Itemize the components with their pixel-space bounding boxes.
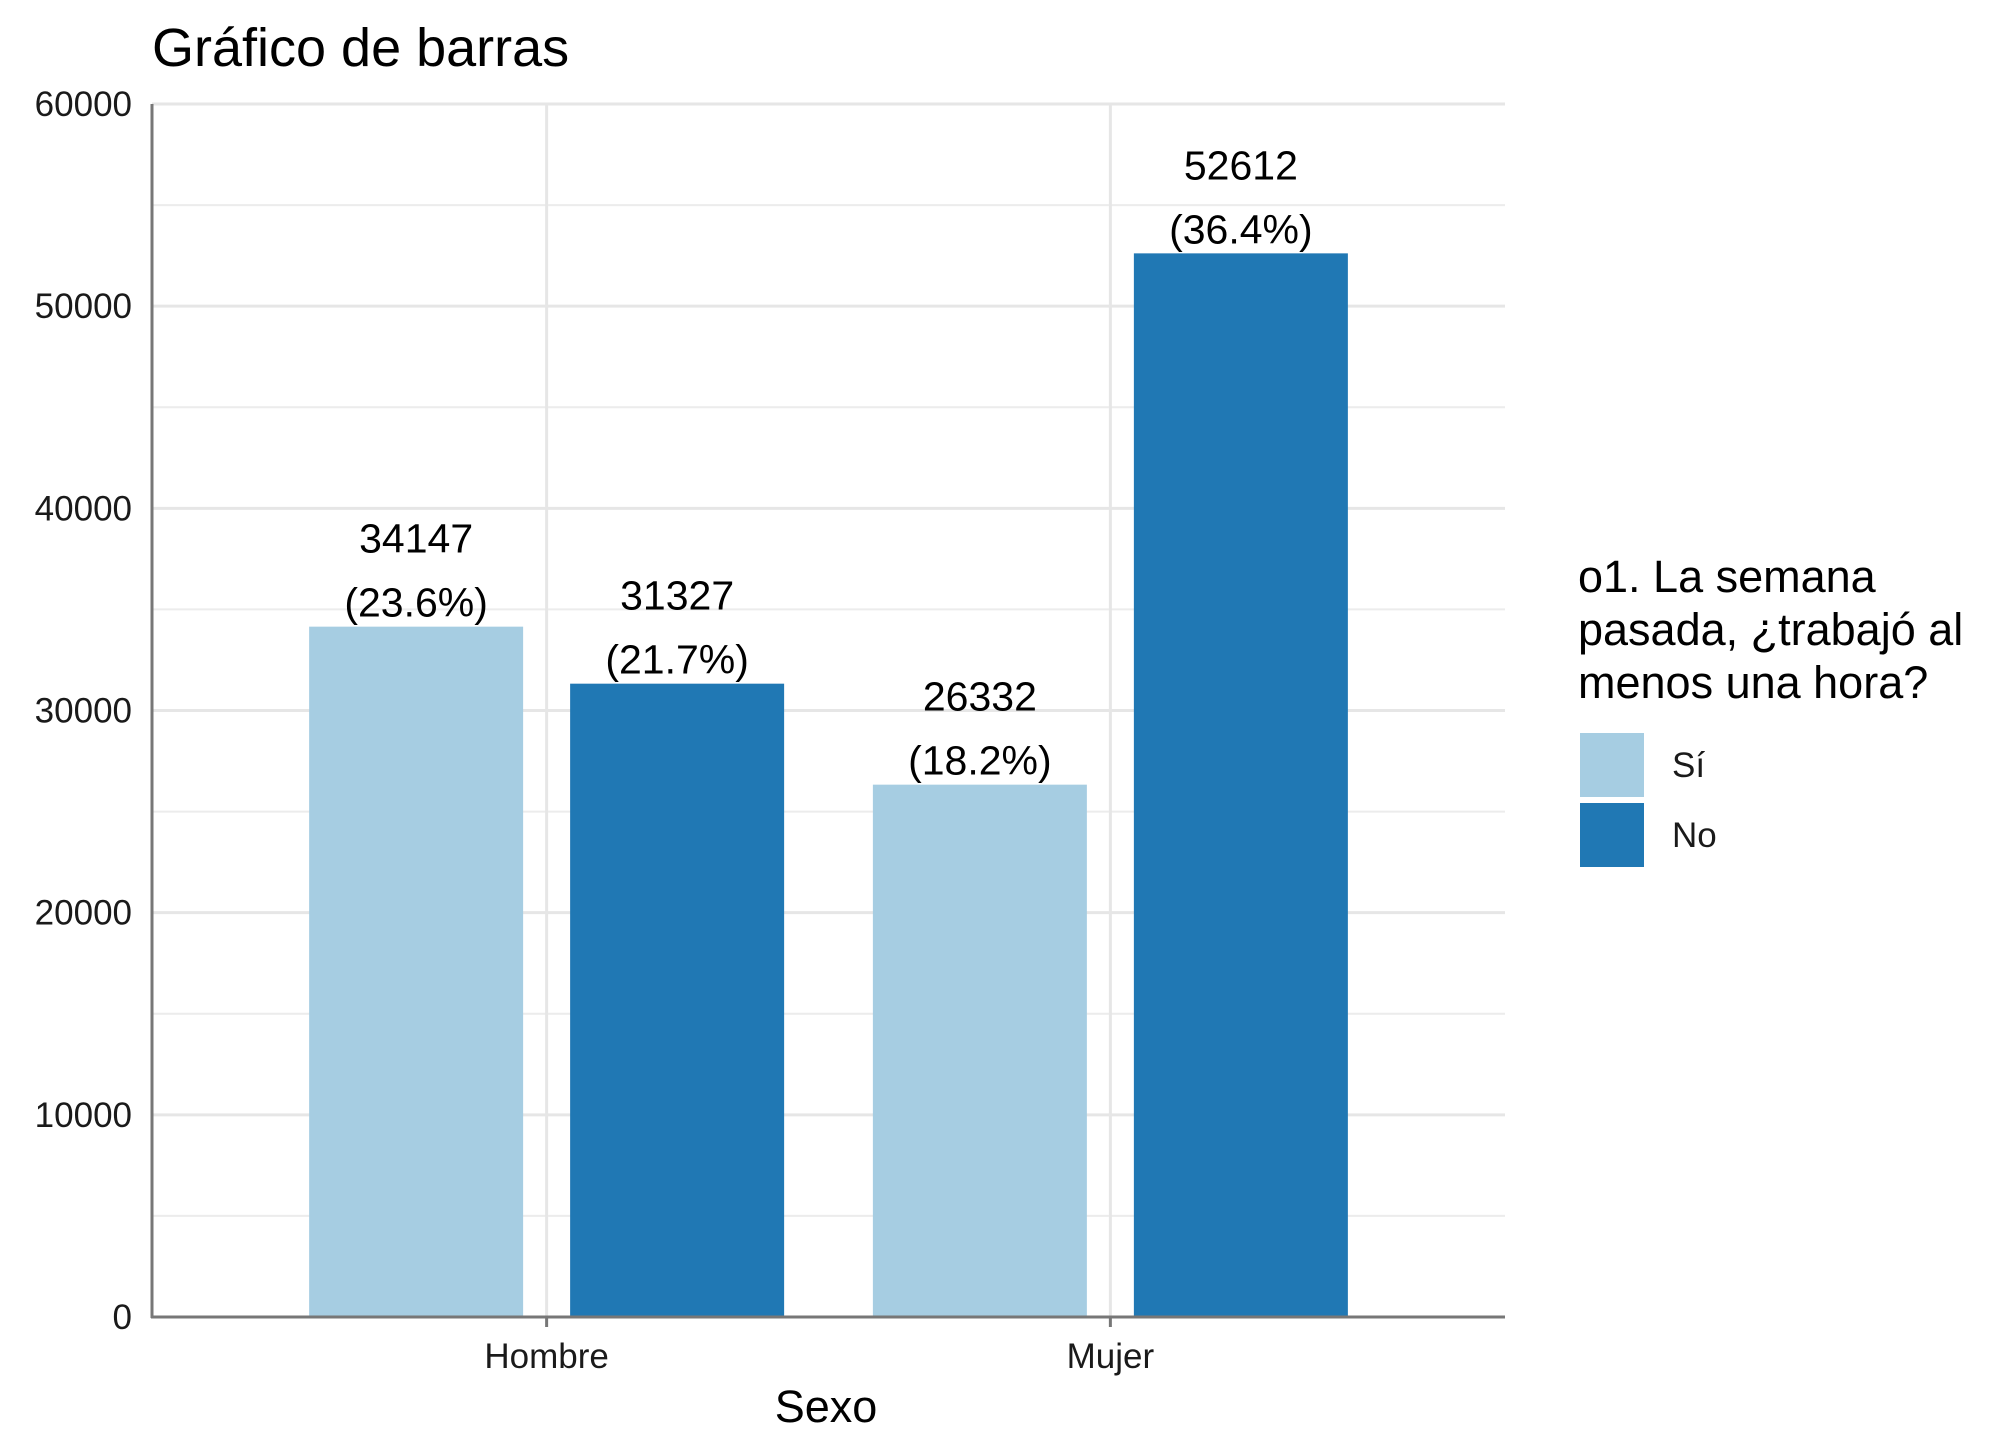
grid-layer [152,102,1505,1317]
data-label-value: 34147 [359,516,473,562]
data-label-percent: (18.2%) [908,738,1052,784]
bars-layer [309,253,1348,1318]
y-tick-label: 0 [113,1298,132,1337]
bar-hombre-si [309,626,524,1317]
legend-title-line-1: o1. La semana [1578,551,1877,602]
y-tick-label: 60000 [35,85,132,124]
axes-layer: 0 10000 20000 30000 40000 50000 60000 Hombre Muj… [35,85,1505,1376]
y-tick-label: 30000 [35,692,132,731]
x-tick-label: Hombre [484,1337,608,1376]
chart-title: Gráfico de barras [152,18,569,78]
legend-title-line-2: pasada, ¿trabajó al [1578,604,1963,655]
legend-label-si: Sí [1672,746,1705,785]
bar-hombre-no [570,683,785,1317]
legend-title-line-3: menos una hora? [1578,657,1928,708]
data-label-percent: (23.6%) [344,580,488,626]
data-labels-layer: 34147 (23.6%) 31327 (21.7%) 26332 (18.2%) 5261… [344,142,1312,783]
y-tick-label: 20000 [35,894,132,933]
legend-swatch-no [1580,803,1644,867]
data-label-value: 31327 [620,573,734,619]
data-label-value: 52612 [1184,142,1298,188]
bar-mujer-no [1133,253,1348,1318]
data-label-percent: (36.4%) [1169,206,1313,252]
bar-mujer-si [872,784,1087,1317]
legend-items: Sí No [1580,733,1717,867]
y-tick-label: 50000 [35,287,132,326]
legend-label-no: No [1672,816,1717,855]
legend: o1. La semana pasada, ¿trabajó al menos … [1578,551,1963,867]
data-label-percent: (21.7%) [605,637,749,683]
legend-swatch-si [1580,733,1644,797]
y-tick-label: 10000 [35,1096,132,1135]
y-tick-label: 40000 [35,489,132,528]
x-tick-label: Mujer [1067,1337,1155,1376]
data-label-value: 26332 [923,674,1037,720]
x-axis-title: Sexo [775,1381,878,1432]
